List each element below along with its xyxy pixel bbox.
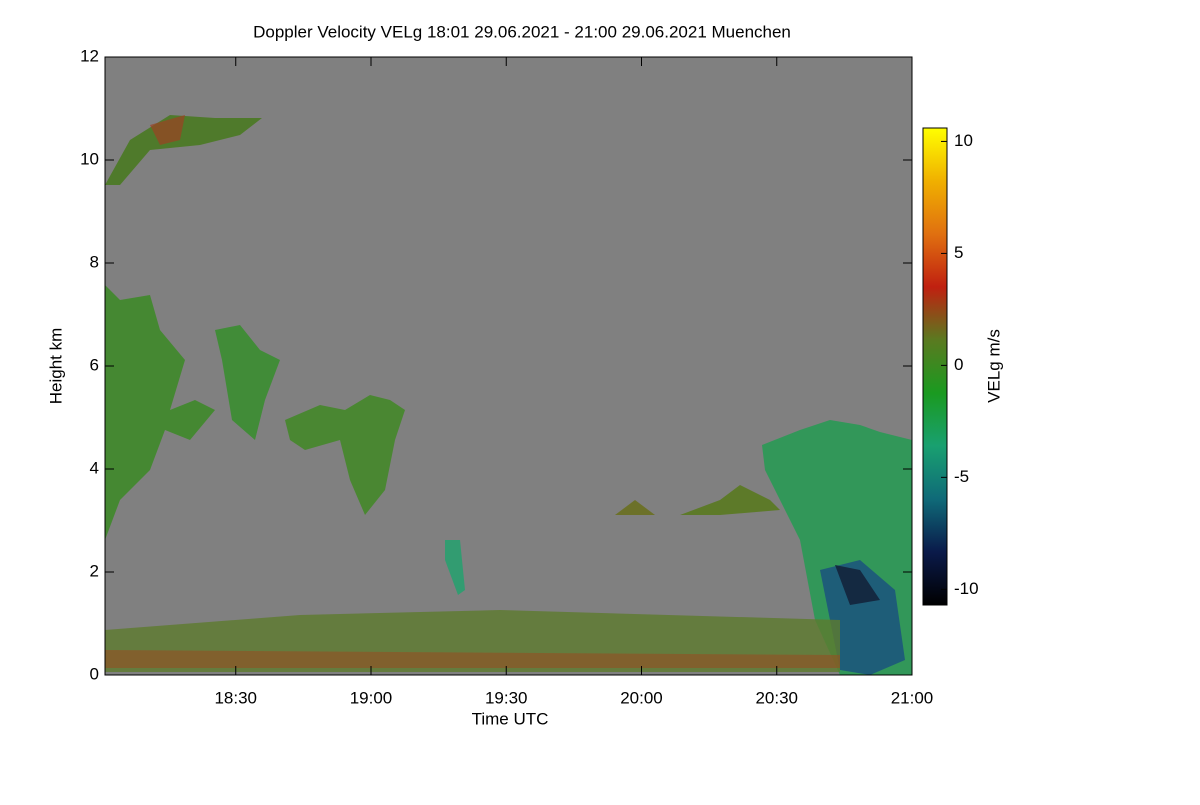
y-tick-label: 2 [90, 561, 99, 580]
x-tick-label: 20:00 [620, 688, 663, 707]
echo-field [105, 115, 912, 675]
colorbar-label: VELg m/s [984, 329, 1003, 403]
x-tick-label: 20:30 [755, 688, 798, 707]
colorbar [922, 127, 948, 606]
y-tick-label: 12 [80, 46, 99, 65]
y-tick-label: 6 [90, 355, 99, 374]
y-tick-label: 0 [90, 664, 99, 683]
y-tick-label: 8 [90, 252, 99, 271]
x-tick-label: 19:00 [350, 688, 393, 707]
colorbar-tick-label: -5 [954, 467, 969, 486]
y-axis-label: Height km [46, 328, 65, 405]
x-axis-label: Time UTC [472, 709, 549, 728]
colorbar-tick-label: 10 [954, 131, 973, 150]
x-tick-label: 18:30 [214, 688, 257, 707]
colorbar-tick-label: 5 [954, 243, 963, 262]
y-tick-label: 10 [80, 149, 99, 168]
colorbar-tick-label: 0 [954, 355, 963, 374]
x-tick-label: 19:30 [485, 688, 528, 707]
x-tick-label: 21:00 [891, 688, 934, 707]
y-tick-label: 4 [90, 458, 99, 477]
colorbar-tick-label: -10 [954, 579, 979, 598]
chart-title: Doppler Velocity VELg 18:01 29.06.2021 -… [253, 22, 791, 41]
